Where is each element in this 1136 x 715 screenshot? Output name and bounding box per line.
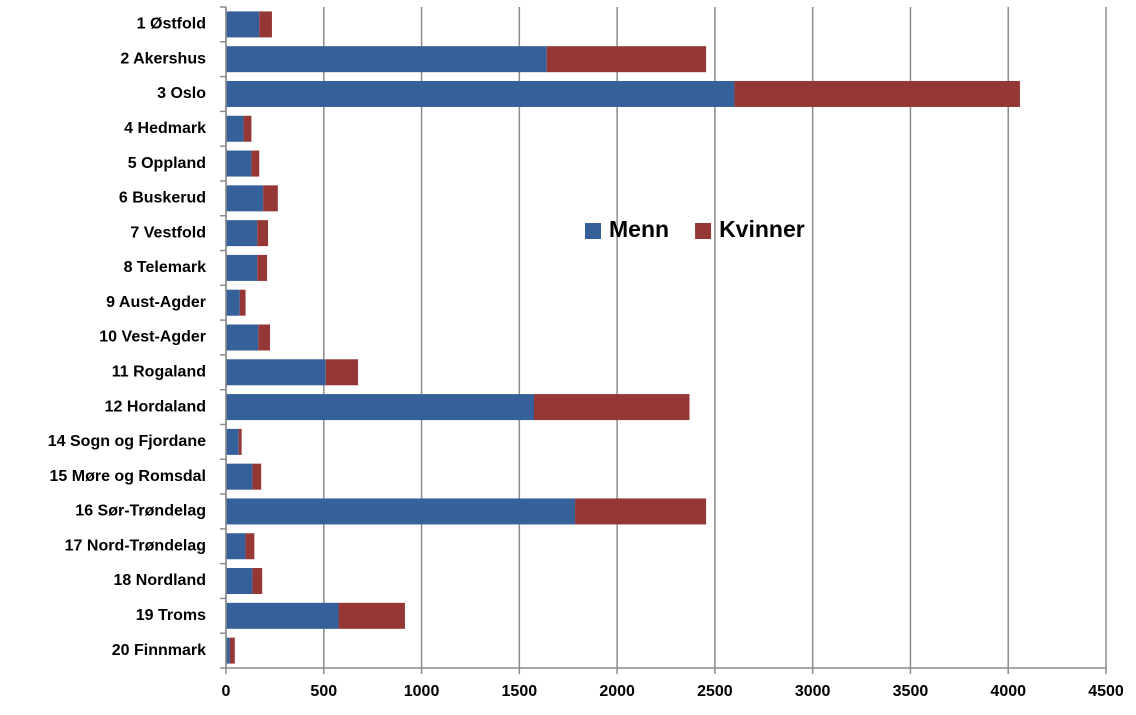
bar [238,428,242,455]
bar [226,46,547,73]
bar [257,254,268,281]
x-tick-label: 3500 [893,683,929,700]
bar [226,115,244,142]
bar [252,568,263,595]
bar [575,498,707,525]
bar [226,568,253,595]
bar [245,533,255,560]
bar [226,637,230,664]
bar [229,637,235,664]
y-tick-label: 15 Møre og Romsdal [50,468,206,485]
y-tick-label: 8 Telemark [124,259,207,276]
bar [325,359,358,386]
bar [226,428,239,455]
bar [226,463,253,490]
bar [263,185,278,212]
bar [534,394,690,421]
y-tick-label: 11 Rogaland [112,364,206,381]
y-tick-label: 10 Vest-Agder [99,329,206,346]
x-tick-label: 0 [222,683,231,700]
bar [226,11,260,38]
bar [226,80,735,107]
bar [226,533,246,560]
y-tick-label: 3 Oslo [157,85,206,102]
x-tick-label: 3000 [795,683,831,700]
bar [251,150,260,177]
y-tick-label: 17 Nord-Trøndelag [65,537,206,554]
bar [226,289,240,316]
bar [243,115,252,142]
y-tick-label: 16 Sør-Trøndelag [75,503,206,520]
y-tick-label: 1 Østfold [137,16,206,33]
bar [226,498,576,525]
bar [258,324,270,351]
y-tick-label: 6 Buskerud [119,190,206,207]
y-tick-label: 5 Oppland [128,155,206,172]
x-tick-label: 4000 [990,683,1026,700]
x-tick-label: 4500 [1088,683,1124,700]
y-tick-label: 18 Nordland [114,572,206,589]
legend-label: Menn [609,216,669,242]
y-tick-label: 2 Akershus [120,50,206,67]
bar [259,11,272,38]
x-tick-label: 1500 [502,683,538,700]
x-tick-label: 500 [310,683,337,700]
bar [226,602,339,629]
bar [338,602,405,629]
x-tick-label: 2000 [599,683,635,700]
bar [734,80,1020,107]
legend-swatch [585,223,601,239]
y-tick-label: 20 Finnmark [112,642,206,659]
bar [226,150,252,177]
x-tick-label: 2500 [697,683,733,700]
y-tick-label: 7 Vestfold [130,224,206,241]
bar [226,324,259,351]
legend-label: Kvinner [719,216,805,242]
bar [226,185,264,212]
y-tick-label: 9 Aust-Agder [106,294,206,311]
bar [257,220,269,247]
bar [546,46,707,73]
x-tick-label: 1000 [404,683,440,700]
y-tick-label: 12 Hordaland [105,398,206,415]
legend-swatch [695,223,712,239]
y-tick-label: 19 Troms [136,607,206,624]
bar [226,254,258,281]
bar [226,394,534,421]
y-tick-label: 14 Sogn og Fjordane [48,433,206,450]
y-tick-label: 4 Hedmark [124,120,206,137]
bar [226,220,258,247]
bar [226,359,326,386]
bar [239,289,246,316]
bar [252,463,262,490]
